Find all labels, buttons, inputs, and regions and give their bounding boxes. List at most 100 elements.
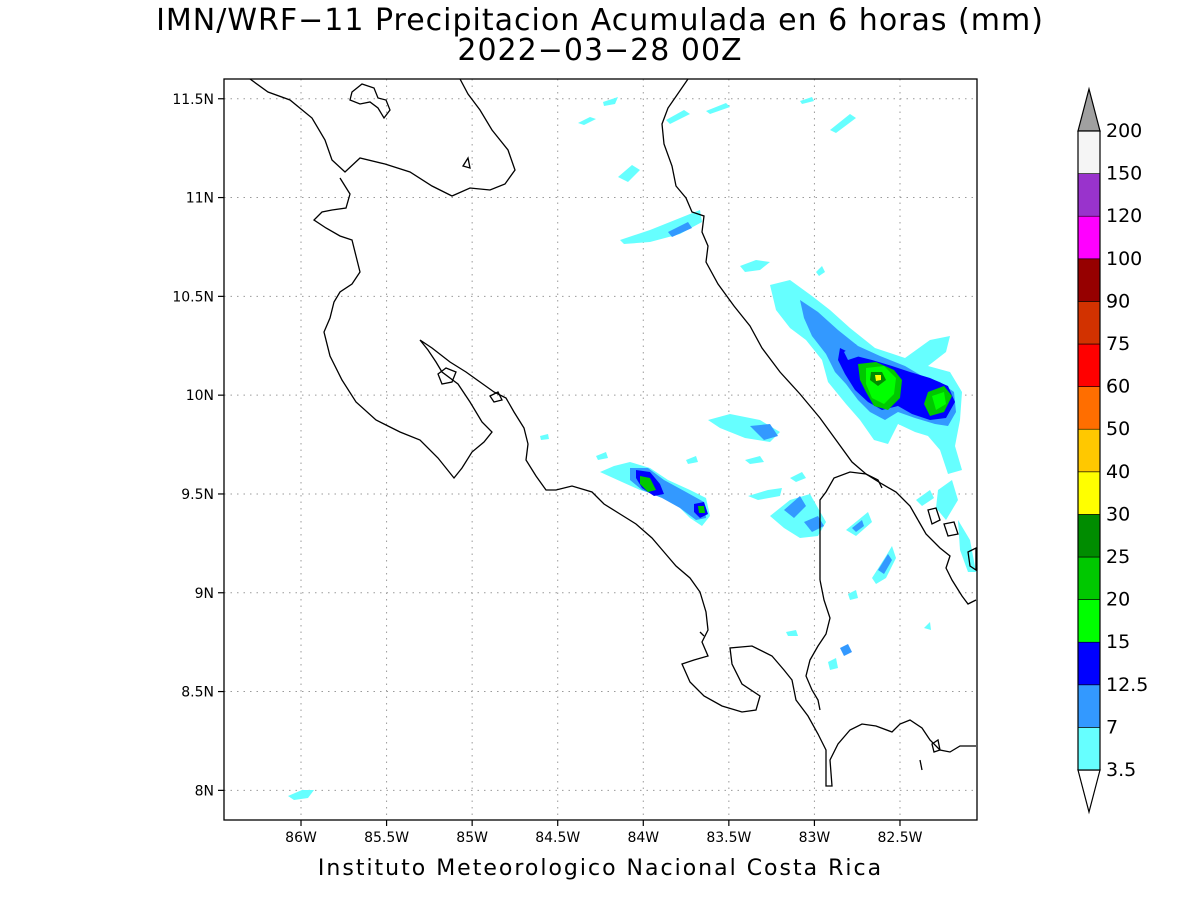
colorbar-label: 150: [1106, 163, 1142, 185]
precip-area: [748, 488, 782, 500]
colorbar-segment: [1077, 471, 1101, 515]
precip-area: [916, 490, 934, 506]
x-tick-label: 84.5W: [535, 830, 580, 846]
coastline: [437, 367, 457, 385]
map-title: IMN/WRF−11 Precipitacion Acumulada en 6 …: [156, 3, 1044, 38]
coastline: [489, 391, 503, 403]
precip-area: [666, 110, 690, 124]
precip-area: [698, 506, 705, 513]
colorbar-segment: [1077, 130, 1101, 174]
colorbar-label: 25: [1106, 546, 1130, 568]
precip-area: [816, 266, 825, 276]
coastline: [312, 177, 976, 787]
colorbar-segment: [1077, 386, 1101, 430]
colorbar-label: 12.5: [1106, 674, 1148, 696]
coastline: [943, 521, 959, 537]
colorbar-segment: [1077, 428, 1101, 473]
x-tick-label: 83W: [799, 830, 831, 846]
precip-area: [958, 520, 976, 572]
colorbar-label: 40: [1106, 461, 1130, 483]
colorbar-segment: [1077, 556, 1101, 600]
colorbar-label: 120: [1106, 205, 1142, 227]
x-tick-label: 85W: [456, 830, 488, 846]
precip-area: [878, 554, 892, 574]
y-axis-ticks: 11.5N 11N 10.5N 10N 9.5N 9N 8.5N 8N: [172, 92, 224, 799]
colorbar-label: 20: [1106, 589, 1130, 611]
colorbar-segment: [1077, 684, 1101, 728]
precip-area: [745, 456, 764, 464]
coastline: [919, 759, 923, 771]
footer-credit: Instituto Meteorologico Nacional Costa R…: [317, 856, 884, 881]
colorbar-label: 90: [1106, 290, 1130, 312]
colorbar-segment: [1077, 514, 1101, 558]
precip-area: [596, 452, 608, 460]
y-tick-label: 8N: [195, 783, 214, 799]
y-tick-label: 10.5N: [172, 289, 214, 305]
precip-area: [790, 472, 806, 482]
coastline: [461, 156, 471, 169]
colorbar-label: 7: [1106, 716, 1118, 738]
precip-area: [828, 658, 838, 670]
coastline: [819, 471, 883, 580]
precip-area: [786, 630, 798, 636]
precip-area: [830, 114, 856, 133]
x-tick-label: 83.5W: [706, 830, 751, 846]
colorbar-label: 200: [1106, 120, 1142, 142]
precip-area: [288, 790, 314, 800]
colorbar-segment: [1077, 641, 1101, 686]
coastline: [931, 738, 941, 753]
precip-area: [740, 260, 770, 272]
colorbar-lower-arrow: [1077, 769, 1101, 815]
map-subtitle: 2022−03−28 00Z: [457, 33, 743, 68]
colorbar-label: 75: [1106, 333, 1130, 355]
x-tick-label: 84W: [627, 830, 659, 846]
x-tick-label: 82.5W: [877, 830, 922, 846]
x-axis-ticks: 86W 85.5W 85W 84.5W 84W 83.5W 83W 82.5W: [285, 820, 923, 846]
precip-area: [750, 424, 778, 440]
colorbar-segment: [1077, 173, 1101, 217]
precip-area: [706, 103, 730, 114]
precip-area: [618, 165, 640, 182]
precip-area: [540, 434, 549, 440]
precip-area: [620, 210, 702, 244]
y-tick-label: 9N: [195, 586, 214, 602]
colorbar-segment: [1077, 599, 1101, 643]
precip-area: [852, 520, 864, 532]
precip-area: [784, 496, 806, 518]
x-tick-label: 85.5W: [364, 830, 409, 846]
colorbar-segment: [1077, 727, 1101, 771]
y-tick-label: 10N: [186, 388, 214, 404]
precip-area: [578, 117, 596, 125]
colorbar-segment: [1077, 343, 1101, 387]
precip-area: [875, 375, 881, 381]
precip-area: [936, 480, 958, 520]
map-frame: [223, 78, 978, 821]
coastline: [805, 579, 831, 711]
lat-lon-grid: [224, 79, 977, 820]
precip-area: [800, 97, 814, 104]
y-tick-label: 11N: [186, 191, 214, 207]
colorbar-segment: [1077, 258, 1101, 302]
y-tick-label: 9.5N: [181, 487, 214, 503]
coastline: [661, 79, 919, 521]
colorbar-label: 100: [1106, 248, 1142, 270]
coastline: [917, 519, 977, 605]
colorbar-label: 30: [1106, 503, 1130, 525]
precip-area: [932, 392, 946, 410]
colorbar-label: 15: [1106, 631, 1130, 653]
colorbar: 3.5 7 12.5 15 20 25 30 40 50 60 75 90 100 120 150 200: [1077, 86, 1148, 815]
precip-area: [603, 97, 618, 106]
precip-area: [640, 476, 656, 492]
y-tick-label: 11.5N: [172, 92, 214, 108]
precip-area: [844, 344, 860, 360]
x-tick-label: 86W: [285, 830, 317, 846]
colorbar-label: 50: [1106, 418, 1130, 440]
colorbar-label: 3.5: [1106, 759, 1136, 781]
coastline-layer: [249, 79, 977, 787]
precipitation-layer: [288, 97, 976, 800]
colorbar-outline: [1077, 130, 1101, 771]
colorbar-segment: [1077, 301, 1101, 345]
coastline: [249, 79, 516, 197]
coastline: [927, 507, 941, 525]
